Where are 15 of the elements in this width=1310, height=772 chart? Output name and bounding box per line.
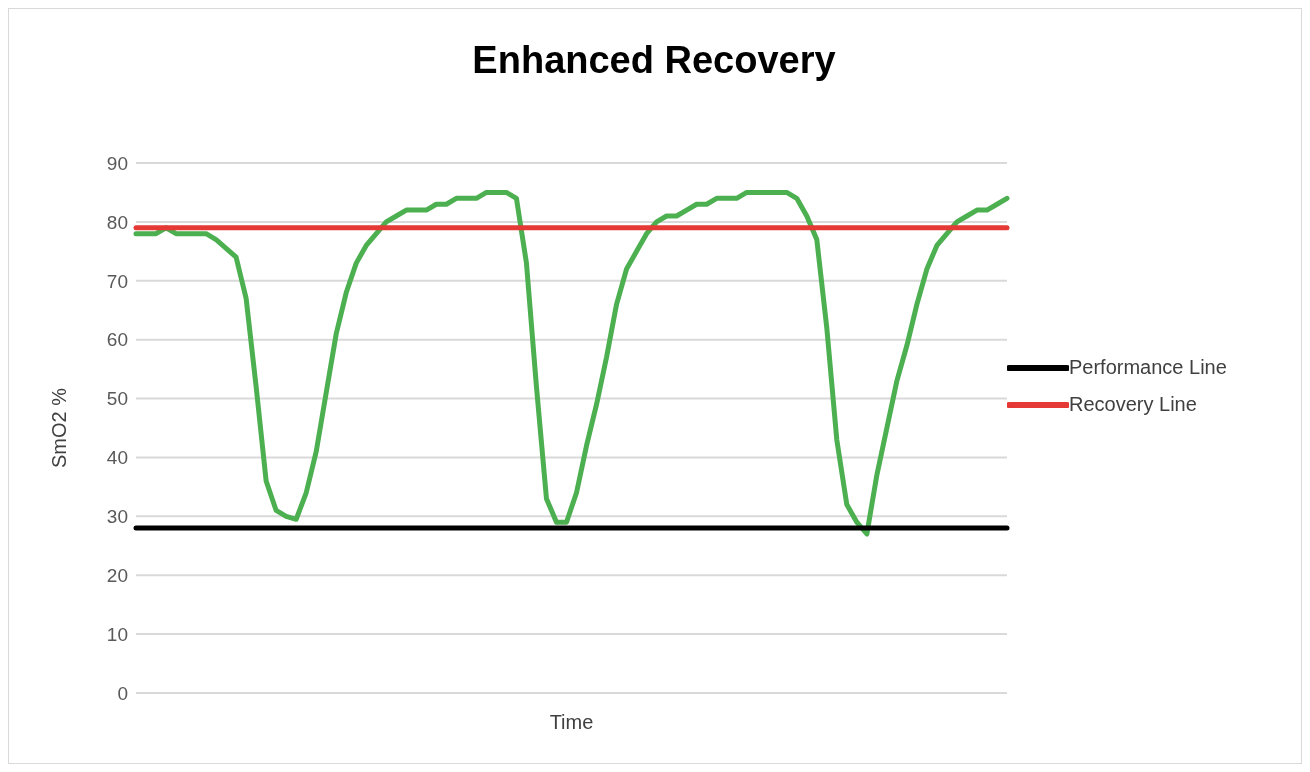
y-tick-label: 20 — [106, 564, 128, 586]
y-axis-title: SmO2 % — [48, 387, 71, 469]
chart-title: Enhanced Recovery — [471, 39, 837, 82]
x-axis-title: Time — [549, 711, 594, 733]
legend-label: Performance Line — [1069, 356, 1227, 379]
y-tick-label: 80 — [106, 211, 128, 233]
y-tick-label: 50 — [106, 388, 128, 410]
y-tick-label: 10 — [106, 623, 128, 645]
legend-label: Recovery Line — [1069, 393, 1197, 416]
y-tick-label: 0 — [117, 682, 128, 704]
y-tick-label: 90 — [106, 152, 128, 174]
y-tick-label: 70 — [106, 270, 128, 292]
y-tick-label: 40 — [106, 447, 128, 469]
y-tick-label: 30 — [106, 506, 128, 528]
y-tick-label: 60 — [106, 329, 128, 351]
